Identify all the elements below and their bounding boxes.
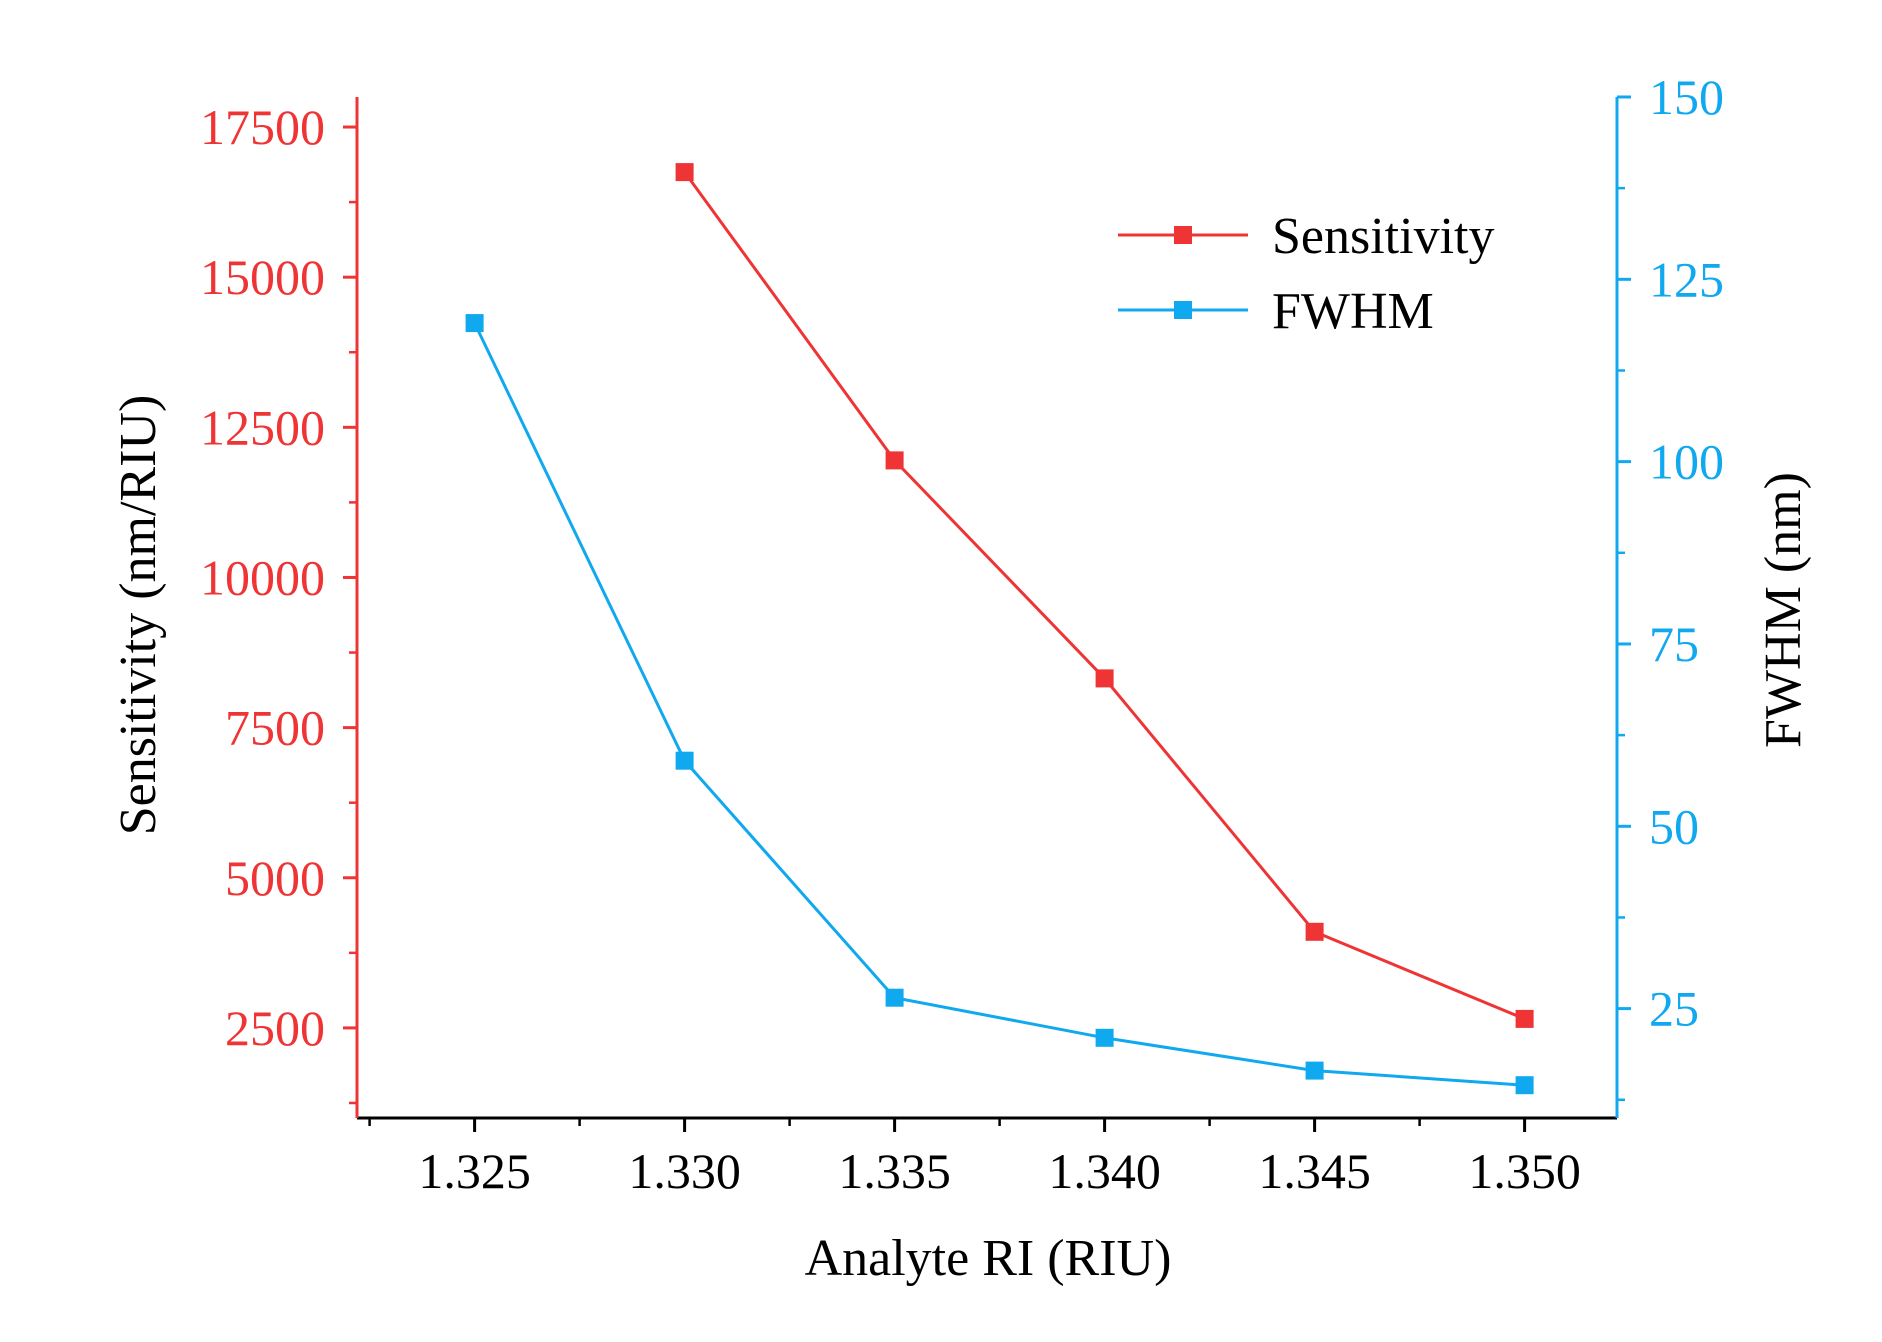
y-left-tick-label: 15000 [200, 249, 325, 305]
x-tick-label: 1.325 [418, 1143, 531, 1199]
data-point-sensitivity [1095, 669, 1114, 688]
legend-label-sensitivity: Sensitivity [1272, 208, 1494, 265]
data-point-sensitivity [1515, 1009, 1534, 1028]
y-right-tick-label: 25 [1649, 981, 1699, 1037]
x-tick-label: 1.340 [1048, 1143, 1161, 1199]
y-left-tick-label: 17500 [200, 99, 325, 155]
legend: Sensitivity FWHM [1118, 208, 1494, 340]
data-point-fwhm [465, 314, 484, 333]
y-left-tick-label: 2500 [225, 1000, 325, 1056]
y-left-tick-label: 5000 [225, 850, 325, 906]
y-left-tick-label: 7500 [225, 700, 325, 756]
axes: 1.325 1.330 1.335 1.340 1.345 1.350 2500 5000 75… [200, 69, 1724, 1199]
y-right-tick-label: 50 [1649, 798, 1699, 854]
data-point-fwhm [1095, 1028, 1114, 1047]
y-right-tick-label: 150 [1649, 69, 1724, 125]
y-left-tick-label: 12500 [200, 399, 325, 455]
data-point-fwhm [1305, 1061, 1324, 1080]
x-tick-label: 1.345 [1258, 1143, 1371, 1199]
legend-marker-sensitivity [1174, 226, 1192, 244]
legend-label-fwhm: FWHM [1272, 283, 1434, 340]
data-point-sensitivity [675, 163, 694, 182]
data-point-sensitivity [885, 451, 904, 470]
y-axis-left-title: Sensitivity (nm/RIU) [110, 395, 167, 836]
data-point-fwhm [675, 751, 694, 770]
series-line-fwhm [473, 322, 1525, 1087]
data-point-fwhm [885, 988, 904, 1007]
x-tick-label: 1.335 [838, 1143, 951, 1199]
legend-marker-fwhm [1174, 301, 1192, 319]
data-point-sensitivity [1305, 922, 1324, 941]
x-tick-label: 1.330 [628, 1143, 741, 1199]
y-right-tick-label: 100 [1649, 434, 1724, 490]
data-point-fwhm [1515, 1076, 1534, 1095]
y-right-tick-label: 75 [1649, 616, 1699, 672]
y-axis-right-title: FWHM (nm) [1755, 472, 1812, 748]
y-right-tick-label: 125 [1649, 251, 1724, 307]
series-markers [465, 163, 1534, 1095]
x-axis-title: Analyte RI (RIU) [805, 1230, 1172, 1287]
y-left-tick-label: 10000 [200, 549, 325, 605]
x-tick-label: 1.350 [1468, 1143, 1581, 1199]
